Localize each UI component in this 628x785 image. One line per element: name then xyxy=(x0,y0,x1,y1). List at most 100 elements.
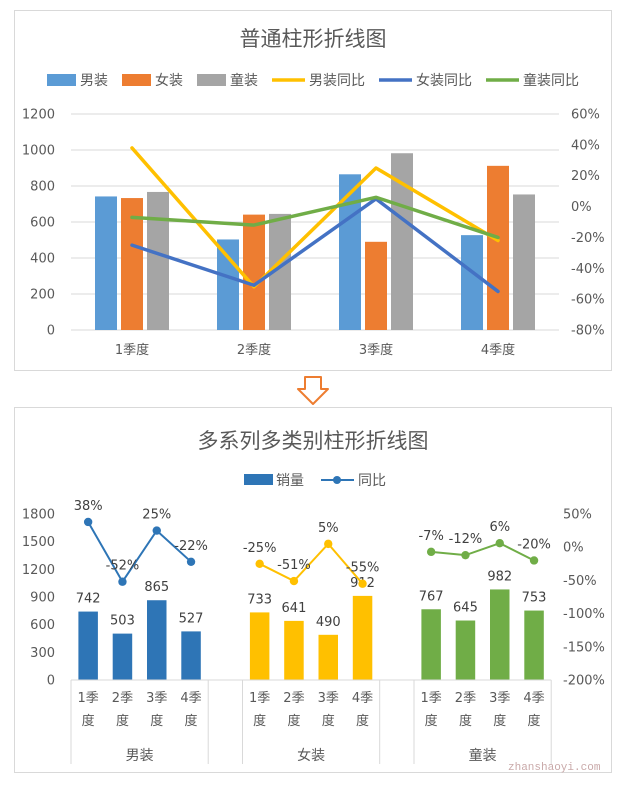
chart2-x-tick-label: 度 xyxy=(425,713,438,729)
chart2-bar-男装 xyxy=(147,600,167,680)
chart2-x-tick-label: 3季 xyxy=(318,691,339,706)
chart1-bar-女装 xyxy=(487,165,509,330)
chart1-y2-tick-label: 20% xyxy=(571,169,600,184)
chart1-legend-label: 男装同比 xyxy=(309,73,365,89)
chart2-x-tick-label: 1季 xyxy=(421,691,442,706)
chart2-y2-tick-label: -150% xyxy=(563,640,605,655)
chart2-bar-男装 xyxy=(78,611,98,680)
chart1-y2-tick-label: 40% xyxy=(571,138,600,153)
chart1-y-tick-label: 400 xyxy=(30,252,55,267)
chart1-bar-男装 xyxy=(217,239,239,330)
chart2-x-tick-label: 度 xyxy=(150,713,163,729)
chart1-legend-swatch xyxy=(122,74,151,86)
chart2-x-tick-label: 4季 xyxy=(180,691,201,706)
chart2-line-data-label: -7% xyxy=(418,529,443,544)
chart2-bar-女装 xyxy=(249,612,270,680)
chart2-bar-男装 xyxy=(181,631,201,680)
chart1-y-tick-label: 600 xyxy=(30,216,55,231)
chart2-y2-tick-label: 0% xyxy=(563,541,584,556)
chart1-x-tick-label: 3季度 xyxy=(359,342,393,358)
chart1-bar-男装 xyxy=(339,174,361,330)
chart1-y-tick-label: 1000 xyxy=(22,144,55,159)
chart2-x-tick-label: 2季 xyxy=(283,691,304,706)
chart2-bar-童装 xyxy=(421,609,441,680)
chart2-legend-label: 同比 xyxy=(358,473,386,489)
chart2-line-data-label: -25% xyxy=(243,541,277,556)
chart2-line-marker xyxy=(461,550,470,560)
chart2-bar-data-label: 527 xyxy=(179,611,204,626)
chart2-line-marker xyxy=(324,539,333,549)
chart2-group-label: 男装 xyxy=(126,748,154,764)
chart2-bar-data-label: 490 xyxy=(316,615,341,630)
chart2-bar-data-label: 865 xyxy=(144,580,169,595)
chart2-bar-男装 xyxy=(112,633,133,680)
chart1-y2-tick-label: 60% xyxy=(571,108,600,123)
chart2-bar-data-label: 982 xyxy=(487,569,512,584)
chart1-bar-女装 xyxy=(365,241,387,330)
chart2-bar-童装 xyxy=(490,589,510,680)
chart2-y-tick-label: 0 xyxy=(47,674,55,689)
chart2-line-marker xyxy=(255,559,264,568)
chart1-bar-女装 xyxy=(243,214,265,330)
down-arrow-icon xyxy=(297,376,329,405)
chart1-line-童装同比 xyxy=(130,195,500,240)
chart2-x-tick-label: 度 xyxy=(459,713,472,729)
chart1-x-tick-label: 2季度 xyxy=(237,342,271,358)
chart1-bar-童装 xyxy=(147,191,169,330)
chart2-x-tick-label: 度 xyxy=(185,713,198,729)
chart2-line-data-label: -22% xyxy=(174,539,208,554)
chart2-line-data-label: 5% xyxy=(318,521,339,536)
chart2-line-data-label: -52% xyxy=(106,559,140,574)
chart2-bar-data-label: 641 xyxy=(282,601,307,616)
chart1-legend-swatch xyxy=(47,74,76,86)
chart2-line-童装 xyxy=(431,542,535,562)
chart2-line-marker xyxy=(186,557,196,567)
chart2-bar-童装 xyxy=(524,610,544,680)
chart2-x-tick-label: 度 xyxy=(287,713,300,729)
chart1-legend-label: 女装 xyxy=(155,72,183,89)
chart1-y2-tick-label: -80% xyxy=(571,324,605,339)
chart2-x-tick-label: 度 xyxy=(253,713,266,729)
chart1-bar-童装 xyxy=(269,213,291,330)
chart2-bar-data-label: 645 xyxy=(453,601,478,616)
chart2-legend-marker xyxy=(333,476,341,484)
chart1-bar-男装 xyxy=(95,196,117,330)
chart1-bar-女装 xyxy=(121,198,143,330)
chart1-legend-label: 男装 xyxy=(80,73,108,89)
chart2-line-女装 xyxy=(259,542,364,585)
chart1-legend-label: 童装 xyxy=(230,72,258,89)
chart2-bar-女装 xyxy=(352,595,373,680)
chart1-y2-tick-label: -60% xyxy=(571,293,605,308)
chart2-line-男装 xyxy=(87,521,192,584)
chart2-bar-女装 xyxy=(318,634,338,680)
chart2-legend: 销量 同比 xyxy=(244,473,386,489)
chart2-group-label: 童装 xyxy=(469,747,497,764)
chart2-line-marker xyxy=(358,579,367,588)
chart2-legend-label: 销量 xyxy=(276,473,304,489)
chart2-bar-童装 xyxy=(455,620,476,680)
chart1-line-男装同比 xyxy=(130,146,500,289)
chart2-x-tick-label: 2季 xyxy=(455,691,476,706)
chart2-line-data-label: -12% xyxy=(449,532,483,547)
chart1-y2-tick-label: 0% xyxy=(571,200,592,215)
chart2-line-marker xyxy=(83,517,93,527)
chart2-y2-tick-label: -200% xyxy=(563,674,605,689)
chart2-line-marker xyxy=(118,577,127,586)
chart1-y-tick-label: 0 xyxy=(47,324,55,339)
chart-panel-1: 普通柱形折线图 0 200 400 600 800 1000 1200 -80% -60% -40%… xyxy=(14,10,612,371)
chart1-bar-童装 xyxy=(513,194,535,330)
chart2-group-label: 女装 xyxy=(297,747,325,764)
chart2-x-tick-label: 2季 xyxy=(112,691,133,706)
chart2-x-tick-label: 度 xyxy=(116,713,129,729)
chart2-y-tick-label: 1500 xyxy=(22,535,55,550)
chart1-legend-label: 童装同比 xyxy=(523,72,579,89)
chart1-legend-swatch xyxy=(197,74,226,86)
chart2-line-data-label: -20% xyxy=(517,537,551,552)
chart2-line-data-label: 6% xyxy=(489,520,510,535)
chart2-title: 多系列多类别柱形折线图 xyxy=(198,429,429,453)
chart1-legend-label: 女装同比 xyxy=(416,72,472,89)
chart1-bar-童装 xyxy=(391,153,413,330)
chart1-y2-tick-label: -40% xyxy=(571,262,605,277)
chart2-y2-tick-label: -100% xyxy=(563,607,605,622)
